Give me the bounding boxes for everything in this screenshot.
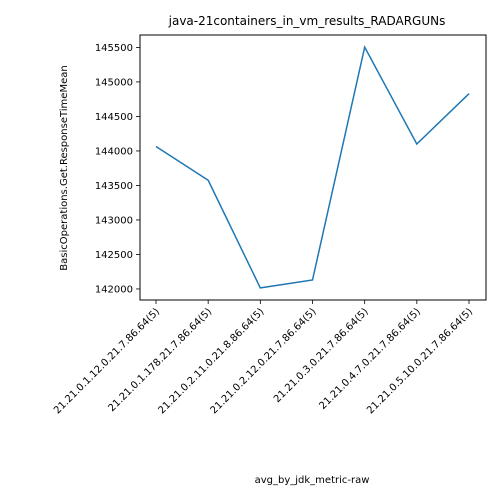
y-tick-label: 142500 (95, 250, 133, 261)
y-tick-label: 145000 (95, 77, 133, 88)
y-tick-label: 144000 (95, 146, 133, 157)
y-tick-label: 144500 (95, 112, 133, 123)
y-tick-label: 142000 (95, 284, 133, 295)
x-tick-label: 21.21.0.2.12.0.21.7.86.64(5) (209, 306, 319, 416)
x-tick-label: 21.21.0.3.0.21.7.86.64(5) (272, 306, 371, 405)
y-axis-label: BasicOperations.Get.ResponseTimeMean (59, 65, 70, 270)
y-tick-label: 145500 (95, 43, 133, 54)
series-line (155, 44, 470, 289)
y-axis: 142000 142500 143000 143500 144000 144500 1450… (95, 43, 140, 295)
x-tick-label: 21.21.0.4.7.0.21.7.86.64(5) (317, 306, 423, 412)
x-tick-label: 21.21.0.2.11.0.21.8.86.64(5) (156, 306, 266, 416)
x-tick-label: 21.21.0.5.10.0.21.7.86.64(5) (365, 306, 475, 416)
x-tick-label: 21.21.0.1.12.0.21.7.86.64(5) (52, 306, 162, 416)
plot-area: 142000 142500 143000 143500 144000 144500 1450… (52, 34, 487, 416)
chart-title: java-21containers_in_vm_results_RADARGUN… (168, 14, 446, 28)
y-tick-label: 143500 (95, 181, 133, 192)
plot-frame (139, 34, 487, 301)
x-axis: 21.21.0.1.12.0.21.7.86.64(5)21.21.0.1.17… (52, 300, 475, 416)
x-axis-label: avg_by_jdk_metric-raw (255, 475, 370, 486)
x-tick-label: 21.21.0.1.178.21.7.86.64(5) (107, 306, 215, 414)
y-tick-label: 143000 (95, 215, 133, 226)
